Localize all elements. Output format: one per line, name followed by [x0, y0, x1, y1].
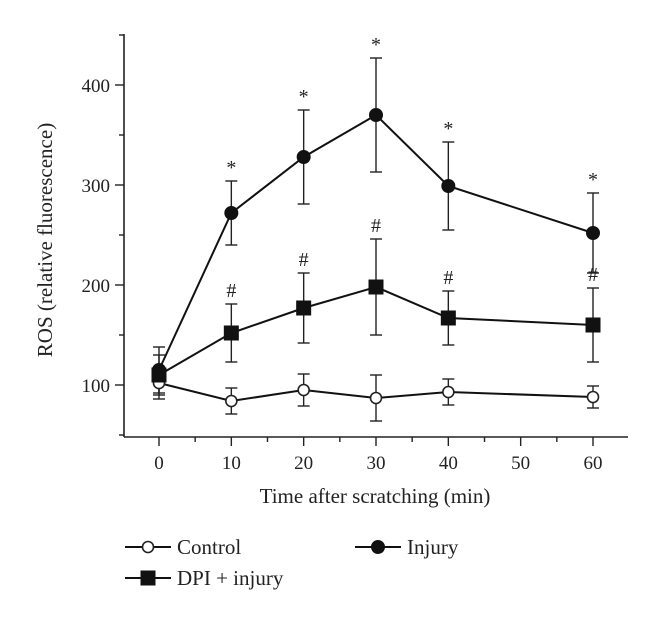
- legend-label-control: Control: [177, 535, 241, 559]
- significance-annotations: * * * * * # # # # #: [226, 34, 598, 302]
- dpi-injury-point: [223, 325, 239, 341]
- injury-point: [441, 179, 456, 193]
- control-point: [442, 385, 455, 399]
- legend-marker-injury: [371, 540, 385, 554]
- control-point: [225, 394, 238, 408]
- significance-marker: #: [443, 267, 453, 289]
- y-axis-title: ROS (relative fluorescence): [33, 123, 57, 357]
- control-point: [297, 383, 310, 397]
- y-tick-label: 200: [82, 276, 111, 297]
- significance-marker: *: [226, 157, 236, 179]
- y-tick-label: 400: [82, 76, 111, 97]
- significance-marker: *: [371, 34, 381, 56]
- dpi-injury-line: [158, 285, 594, 376]
- significance-marker: *: [299, 86, 309, 108]
- x-tick-label: 10: [222, 453, 241, 474]
- legend: Control Injury DPI + injury: [125, 535, 459, 590]
- legend-label-dpi-injury: DPI + injury: [177, 566, 284, 590]
- x-tick-label: 50: [511, 453, 530, 474]
- y-tick-label: 300: [82, 176, 111, 197]
- x-tick-label: 40: [439, 453, 458, 474]
- dpi-injury-point: [585, 317, 601, 333]
- x-tick-label: 20: [294, 453, 313, 474]
- control-point: [369, 391, 383, 405]
- y-tick-label: 100: [82, 376, 111, 397]
- legend-marker-control: [141, 540, 155, 554]
- axes: 100 200 300 400 0 10 20 30 40 50 60: [82, 34, 628, 474]
- legend-label-injury: Injury: [407, 535, 459, 559]
- dpi-injury-point: [296, 300, 312, 316]
- significance-marker: *: [588, 169, 598, 191]
- significance-marker: #: [299, 249, 309, 271]
- x-tick-label: 60: [584, 453, 603, 474]
- control-point: [586, 390, 600, 404]
- series-lines: [158, 113, 594, 403]
- significance-marker: *: [443, 118, 453, 140]
- significance-marker: #: [226, 280, 236, 302]
- x-axis-title: Time after scratching (min): [260, 484, 491, 508]
- series-markers: [151, 108, 601, 408]
- significance-marker: #: [371, 215, 381, 237]
- dpi-injury-point: [151, 367, 167, 383]
- x-tick-label: 30: [367, 453, 386, 474]
- injury-point: [224, 206, 239, 220]
- injury-point: [296, 150, 311, 164]
- injury-point: [586, 226, 600, 240]
- legend-marker-dpi-injury: [140, 570, 156, 586]
- dpi-injury-point: [368, 279, 384, 295]
- injury-line: [158, 113, 594, 371]
- control-line: [158, 382, 594, 403]
- dpi-injury-point: [440, 310, 456, 326]
- injury-point: [369, 108, 383, 122]
- x-tick-label: 0: [154, 453, 164, 474]
- significance-marker: #: [588, 264, 598, 286]
